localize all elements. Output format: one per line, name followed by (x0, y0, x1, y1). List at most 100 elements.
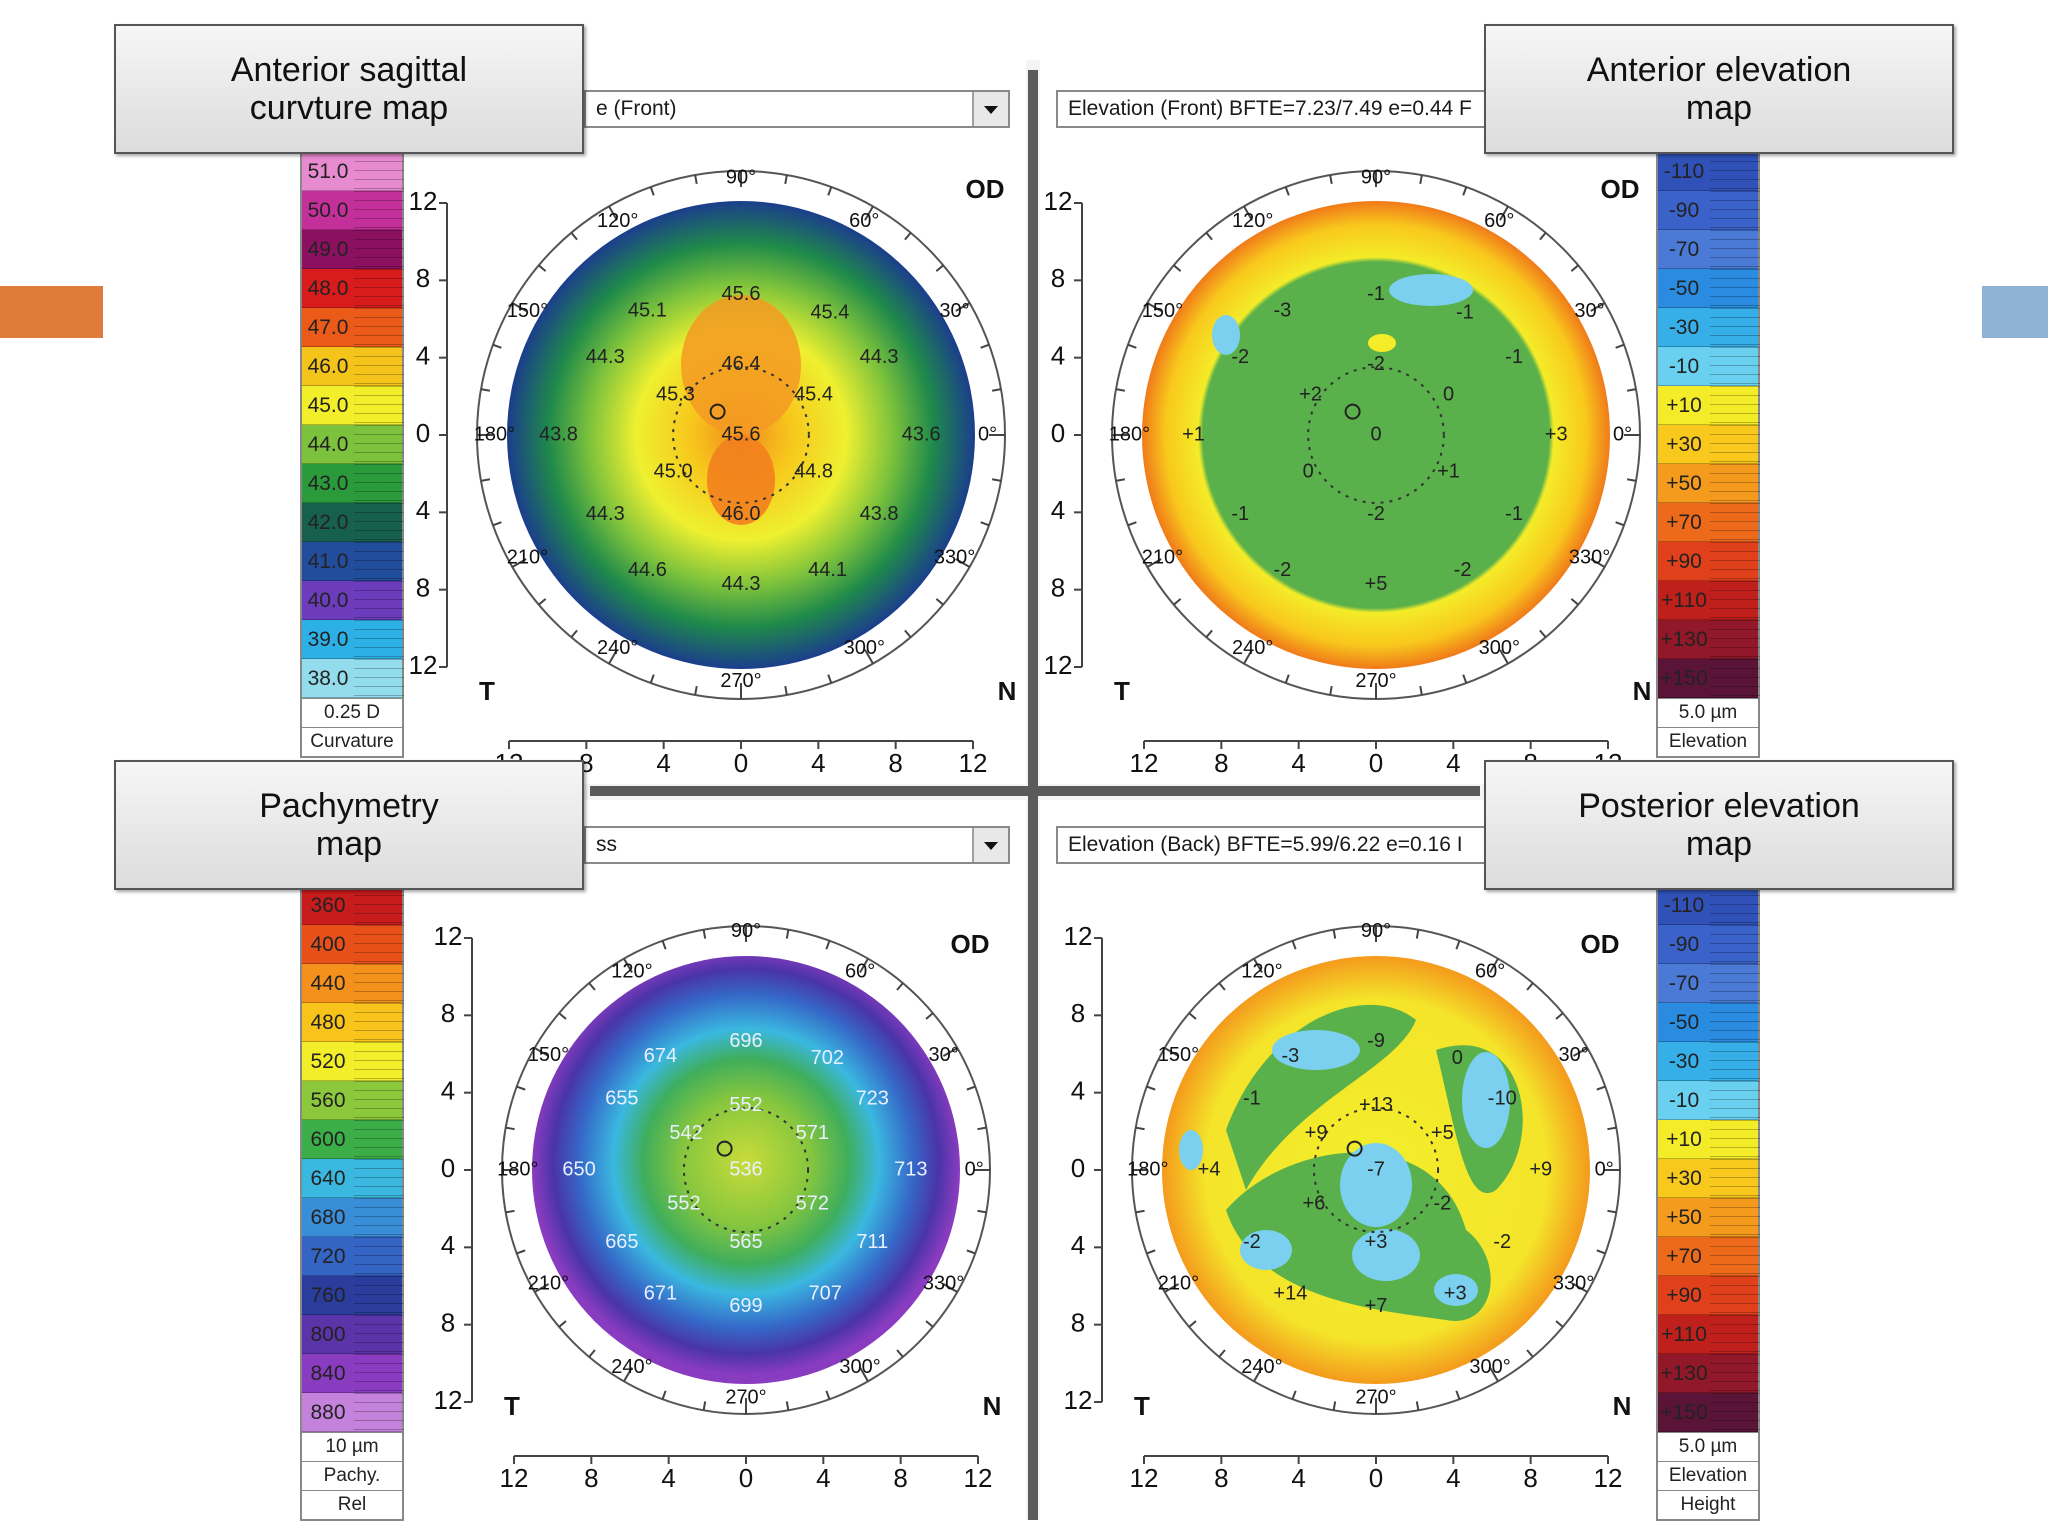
scale-segment: 360 (302, 886, 404, 925)
scale-label: 39.0 (307, 628, 349, 651)
angle-label: 60° (1484, 210, 1514, 232)
map-value: -7 (1367, 1158, 1385, 1180)
callout-pachymetry: Pachymetry map (114, 760, 584, 890)
angle-tick (859, 958, 869, 974)
scale-label: -70 (1668, 972, 1700, 995)
map-value: 44.3 (586, 346, 625, 368)
chevron-down-icon[interactable] (972, 828, 1008, 862)
elevation-zone (1368, 334, 1396, 352)
map-value: -1 (1367, 283, 1385, 305)
scale-swatch (354, 269, 404, 308)
angle-tick (1284, 186, 1290, 196)
map-select-dropdown-elevation-front[interactable]: Elevation (Front) BFTE=7.23/7.49 e=0.44 … (1056, 90, 1496, 128)
scale-label: 46.0 (307, 355, 349, 378)
angle-tick (1626, 478, 1637, 482)
angle-tick (588, 1349, 596, 1358)
x-ruler-label: 4 (1291, 1463, 1305, 1493)
angle-tick (925, 1012, 934, 1020)
angle-tick (966, 1085, 976, 1091)
angle-tick (904, 629, 912, 638)
angle-tick (1489, 1366, 1499, 1382)
x-ruler-label: 8 (584, 1463, 598, 1493)
scale-swatch (1710, 1159, 1760, 1198)
x-ruler-label: 0 (739, 1463, 753, 1493)
angle-label: 180° (1109, 423, 1150, 445)
chevron-down-icon[interactable] (972, 92, 1008, 126)
angle-label: 120° (597, 210, 638, 232)
scale-swatch (354, 386, 404, 425)
scale-swatch (1710, 1120, 1760, 1159)
map-select-dropdown-front[interactable]: e (Front) (584, 90, 1010, 128)
y-ruler-label: 4 (1071, 1076, 1085, 1106)
scale-segment: -90 (1658, 925, 1760, 964)
x-ruler-label: 12 (1130, 1463, 1159, 1493)
angle-tick (1419, 174, 1423, 185)
map-value: 45.1 (628, 299, 667, 321)
angle-tick (558, 1320, 567, 1328)
angle-label: 60° (1475, 961, 1505, 983)
angle-tick (480, 388, 491, 392)
scale-swatch (354, 1237, 404, 1276)
angle-tick (534, 1047, 550, 1057)
map-value: 671 (644, 1282, 677, 1304)
angle-tick (1188, 1320, 1197, 1328)
scale-label: 400 (310, 933, 346, 956)
callout-posterior-elevation: Posterior elevation map (1484, 760, 1954, 890)
angle-tick (827, 674, 833, 684)
angle-label: 300° (1469, 1356, 1510, 1378)
map-value: 674 (644, 1045, 677, 1067)
scale-label: +110 (1661, 1323, 1707, 1346)
map-value: -1 (1231, 503, 1249, 525)
angle-tick (1415, 929, 1420, 939)
dropdown-value: e (Front) (596, 97, 677, 120)
scale-footer: Elevation (1658, 727, 1758, 756)
angle-tick (785, 1401, 790, 1411)
map-select-dropdown-pachy[interactable]: ss (584, 826, 1010, 864)
angle-tick (1462, 674, 1468, 684)
angle-tick (1115, 478, 1126, 482)
scale-segment: +30 (1658, 425, 1760, 464)
scale-label: 41.0 (307, 550, 349, 573)
angle-tick (1555, 1012, 1564, 1020)
map-value: 536 (729, 1158, 762, 1180)
angle-label: 30° (939, 300, 969, 322)
scale-swatch (1710, 542, 1760, 581)
y-ruler-label: 4 (441, 1076, 455, 1106)
angle-label: 150° (528, 1044, 569, 1066)
angle-label: 150° (507, 300, 548, 322)
scale-label: 640 (310, 1167, 346, 1190)
y-ruler-label: 4 (1051, 341, 1065, 371)
angle-label: 150° (1158, 1044, 1199, 1066)
scale-segment: 45.0 (302, 386, 404, 425)
scale-swatch (354, 1276, 404, 1315)
depression-zone (1462, 1052, 1510, 1148)
angle-label: 300° (839, 1356, 880, 1378)
scale-segment: +10 (1658, 386, 1760, 425)
scale-swatch (1710, 620, 1760, 659)
angle-tick (558, 1012, 567, 1020)
scale-footer: 10 µm (302, 1432, 402, 1461)
scale-swatch (354, 964, 404, 1003)
scale-swatch (1710, 1042, 1760, 1081)
angle-tick (864, 649, 874, 665)
scale-swatch (354, 886, 404, 925)
angle-label: 30° (928, 1044, 958, 1066)
angle-tick (694, 685, 698, 696)
left-accent-bar (0, 286, 103, 338)
temporal-label: T (1134, 1391, 1150, 1421)
scale-label: -50 (1668, 1011, 1700, 1034)
scale-label: 40.0 (307, 589, 349, 612)
x-ruler-label: 12 (1130, 748, 1159, 778)
temporal-label: T (504, 1391, 520, 1421)
angle-tick (1596, 1085, 1606, 1091)
angle-tick (825, 1390, 831, 1400)
scale-label: 47.0 (307, 316, 349, 339)
scale-swatch (354, 925, 404, 964)
scale-label: -50 (1668, 277, 1700, 300)
angle-tick (492, 343, 502, 349)
scale-segment: 48.0 (302, 269, 404, 308)
map-value: 45.4 (810, 302, 849, 324)
scale-label: 45.0 (307, 394, 349, 417)
map-value: 45.4 (794, 384, 833, 406)
map-value: +3 (1545, 423, 1568, 445)
